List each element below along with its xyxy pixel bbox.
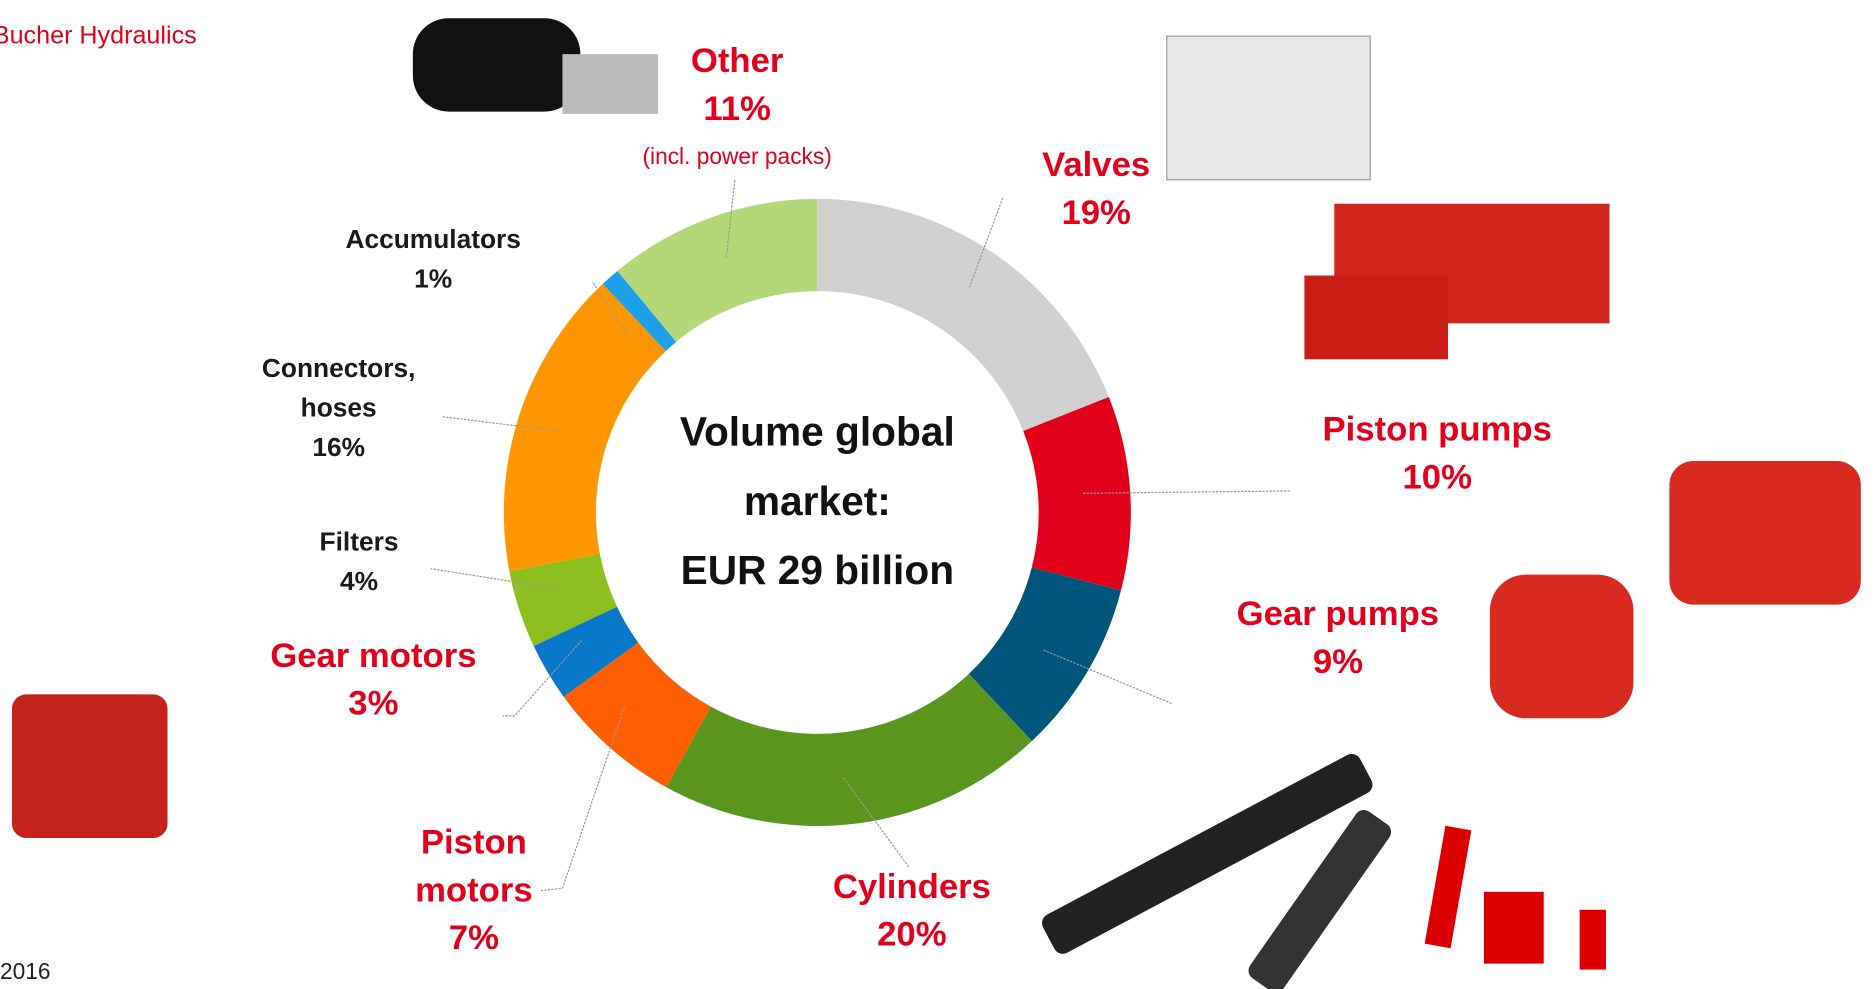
leader-line <box>843 777 910 869</box>
value-label: 9% <box>1313 643 1363 681</box>
leader-line <box>502 640 583 717</box>
category-label: Gear motors <box>270 637 476 675</box>
category-label: Piston pumps <box>1323 411 1552 449</box>
leader-line <box>1043 649 1173 705</box>
donut-slice <box>503 283 666 572</box>
value-label: 11% <box>703 90 771 128</box>
donut-slice <box>666 673 1032 826</box>
value-label: 3% <box>348 685 398 723</box>
donut-slice <box>533 606 639 697</box>
category-label: Valves <box>1042 146 1150 184</box>
donut-slice <box>509 553 618 646</box>
center-label: Volume global market: EUR 29 billion <box>680 408 955 593</box>
category-label: Accumulators <box>345 224 520 254</box>
category-label: Gear pumps <box>1237 595 1439 633</box>
donut-slice <box>1023 397 1131 591</box>
leader-line <box>430 568 561 590</box>
leader-line <box>442 416 559 432</box>
value-label: 20% <box>877 916 946 954</box>
category-label: Other <box>691 42 784 80</box>
value-label: 4% <box>340 566 378 596</box>
donut-slice <box>817 198 1109 431</box>
donut-slice <box>617 198 818 342</box>
leader-line <box>968 197 1004 288</box>
brand: Bucher Hydraulics <box>0 21 197 49</box>
value-label: 7% <box>449 919 499 957</box>
value-label: 19% <box>1061 194 1130 232</box>
value-label: 1% <box>414 263 452 293</box>
category-label: Connectors, hoses <box>262 353 416 422</box>
category-label: Cylinders <box>833 868 991 906</box>
leader-line <box>1082 490 1291 494</box>
category-label: Filters <box>320 527 399 557</box>
year: 2016 <box>0 958 51 984</box>
leader-line <box>591 281 632 340</box>
annotation: (incl. power packs) <box>642 143 831 169</box>
category-label: Piston motors <box>415 824 533 910</box>
donut-slice <box>563 642 711 788</box>
value-label: 16% <box>312 432 365 462</box>
product-images <box>11 18 1861 989</box>
leader-line <box>540 706 626 892</box>
donut-slice <box>968 567 1122 742</box>
value-label: 10% <box>1402 459 1471 497</box>
donut-slice <box>602 270 677 352</box>
leader-line <box>725 179 736 258</box>
